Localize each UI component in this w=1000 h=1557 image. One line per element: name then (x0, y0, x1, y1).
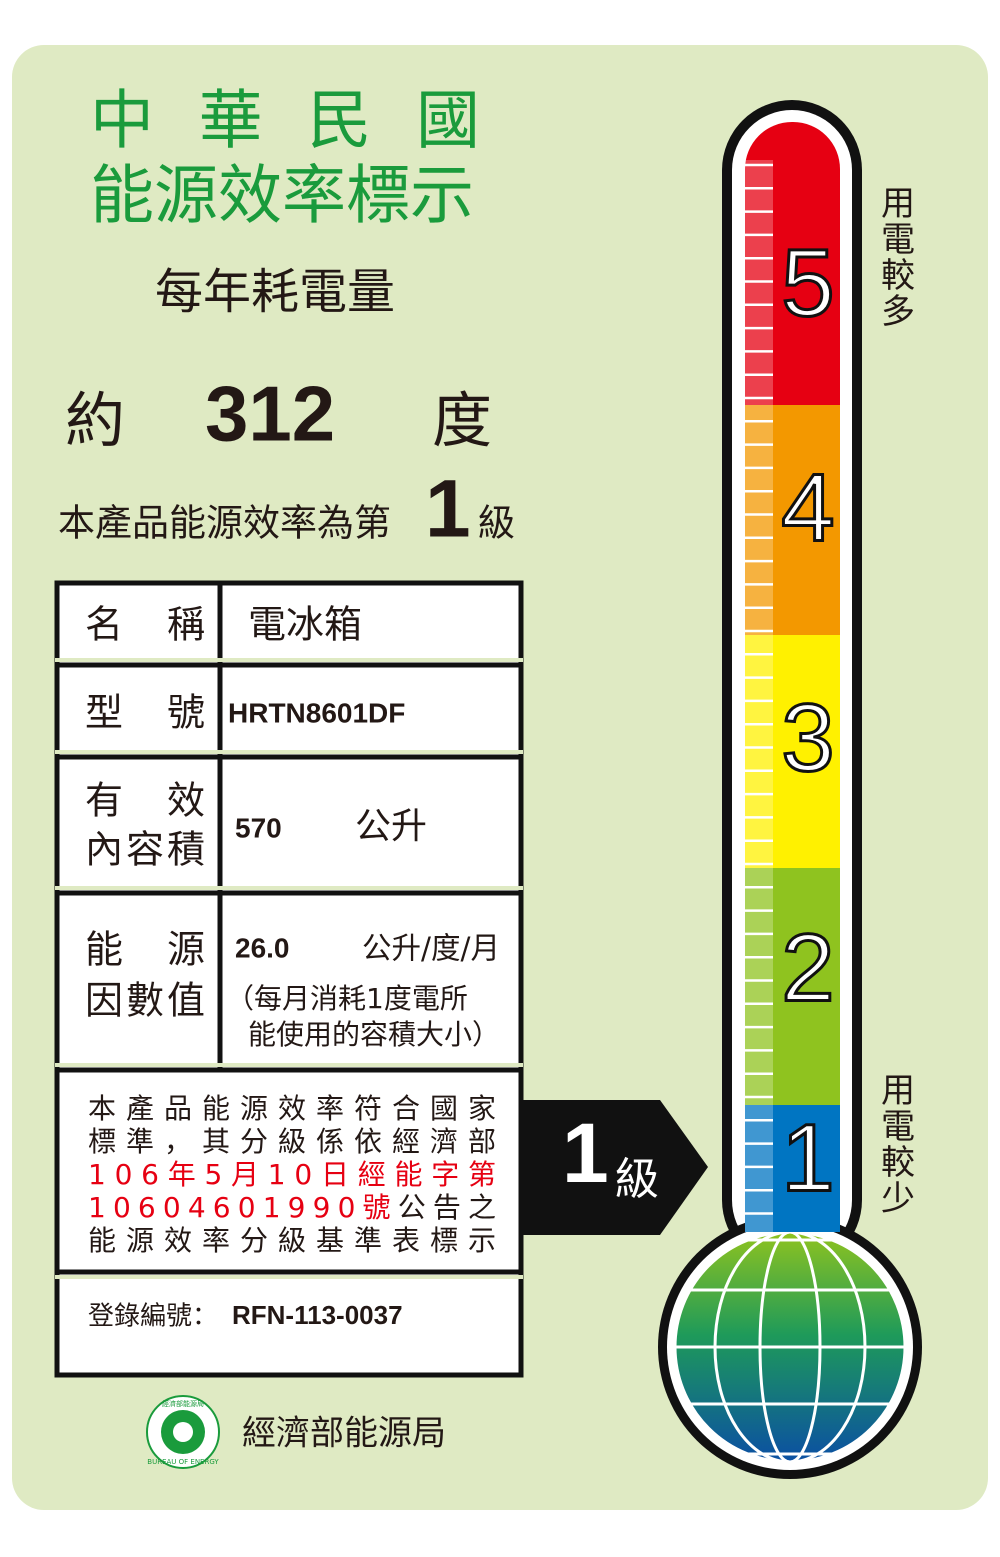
scale-number: 4 (781, 454, 834, 561)
table-gaps (55, 658, 523, 1279)
table-lines (57, 583, 521, 1275)
scale-number: 2 (781, 914, 834, 1021)
row-value: 電冰箱 (248, 603, 362, 647)
row-unit: 公升/度/月 (362, 932, 500, 967)
scale-segment (745, 635, 840, 868)
statement-line: 本產品能源效率符合國家 (88, 1092, 496, 1125)
title: 能源效率標示 (90, 160, 474, 234)
badge-unit: 級 (615, 1154, 659, 1205)
thermometer (658, 100, 922, 1479)
statement-line: 標準，其分級係依經濟部 (88, 1125, 496, 1158)
consumption-value: 312 (205, 370, 335, 458)
statement-line: 10604601990號 公告之 (88, 1191, 496, 1224)
consumption-unit: 度 (432, 387, 492, 457)
scale-segment (745, 868, 840, 1105)
statement-segment: 能源效率分級基準表標示 (88, 1224, 496, 1257)
scale-number: 1 (781, 1104, 834, 1211)
registration-label: 登錄編號： (88, 1302, 218, 1332)
grade-level: 1 (425, 464, 471, 555)
scale-low: 用電較少 (875, 1072, 915, 1216)
tick-strip (745, 160, 773, 1232)
row-unit: 公升 (355, 806, 427, 847)
agency-name: 經濟部能源局 (242, 1414, 446, 1454)
row-label: 因數值 (85, 979, 205, 1023)
logo-text: BUREAU OF ENERGY (147, 1458, 219, 1466)
scale-number: 5 (781, 229, 834, 336)
badge-level: 1 (562, 1106, 609, 1200)
info-table (54, 580, 524, 1378)
row-note: 能使用的容積大小） (248, 1018, 500, 1051)
statement-segment: 標準，其分級係依經濟部 (88, 1125, 496, 1158)
row-label: 內容積 (85, 828, 205, 872)
registration-value: RFN-113-0037 (232, 1300, 403, 1330)
statement-segment: 本產品能源效率符合國家 (88, 1092, 496, 1125)
row-value: 570 (235, 812, 282, 843)
logo (146, 1395, 220, 1469)
grade-prefix: 本產品能源效率為第 (58, 502, 391, 545)
row-value: HRTN8601DF (228, 697, 405, 728)
consumption-prefix: 約 (65, 387, 125, 457)
row-value: 26.0 (235, 932, 290, 963)
scale-segment (745, 1105, 840, 1232)
logo-text: 經濟部能源局 (162, 1399, 204, 1408)
statement-segment: 10604601990號 (88, 1191, 391, 1224)
grade-suffix: 級 (478, 502, 515, 545)
scale-segment (745, 405, 840, 635)
row-note: （每月消耗1度電所 (226, 982, 468, 1015)
scale-high: 用電較多 (875, 185, 915, 329)
grade-arrow (520, 1100, 708, 1235)
subtitle: 每年耗電量 (155, 264, 395, 320)
scale-number: 3 (781, 684, 834, 791)
statement-segment: 公告之 (398, 1191, 496, 1224)
statement-line: 能源效率分級基準表標示 (88, 1224, 496, 1257)
